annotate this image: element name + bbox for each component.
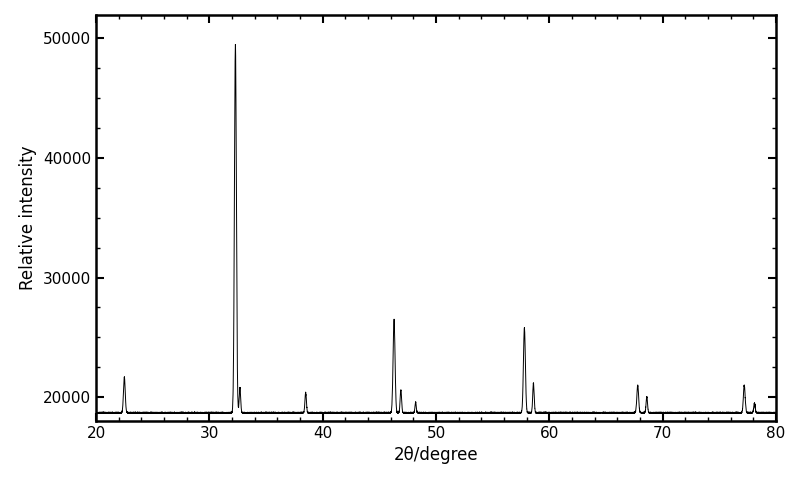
Y-axis label: Relative intensity: Relative intensity [19,146,38,290]
X-axis label: 2θ/degree: 2θ/degree [394,447,478,465]
